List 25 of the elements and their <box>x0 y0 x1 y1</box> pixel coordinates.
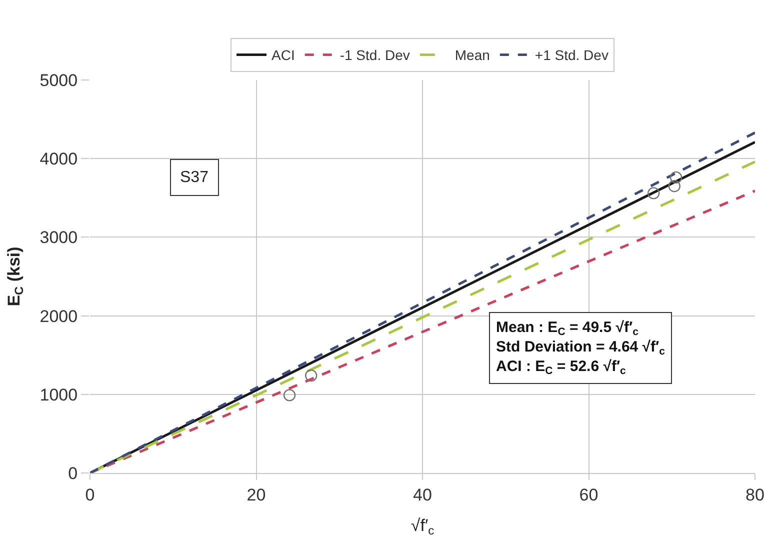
point <box>283 389 296 402</box>
annotation: ACI : E$_{C}$ = 52.6 √f′$_{c}$ <box>496 358 626 378</box>
x-tick-label: 60 <box>579 485 598 504</box>
x-tick-label: 40 <box>413 485 432 504</box>
point <box>647 187 660 200</box>
legend-label: +1 Std. Dev <box>534 47 608 64</box>
x-tick-label: 80 <box>746 485 764 504</box>
point <box>670 171 682 184</box>
y-tick-label: 3000 <box>40 228 78 248</box>
annotation: Std Deviation = 4.64 √f′$_{c}$ <box>496 338 666 358</box>
y-tick-label: 0 <box>68 464 78 483</box>
point <box>305 369 318 382</box>
point <box>668 180 680 192</box>
legend-label: -1 Std. Dev <box>340 47 410 64</box>
annotation: Mean : E$_{C}$ = 49.5 √f′$_{c}$ <box>496 319 639 338</box>
y-tick-label: 5000 <box>40 70 78 90</box>
y-tick-label: 2000 <box>40 306 78 326</box>
legend-label: ACI <box>272 47 295 64</box>
y-tick-label: 1000 <box>40 385 78 404</box>
x-tick-label: 20 <box>246 485 266 504</box>
x-axis-title: √f′$_{c}$ <box>410 516 434 538</box>
x-tick-label: 0 <box>85 485 95 504</box>
y-tick-label: 4000 <box>40 150 78 169</box>
annotation: S37 <box>180 169 209 186</box>
legend-label: Mean <box>454 47 490 64</box>
